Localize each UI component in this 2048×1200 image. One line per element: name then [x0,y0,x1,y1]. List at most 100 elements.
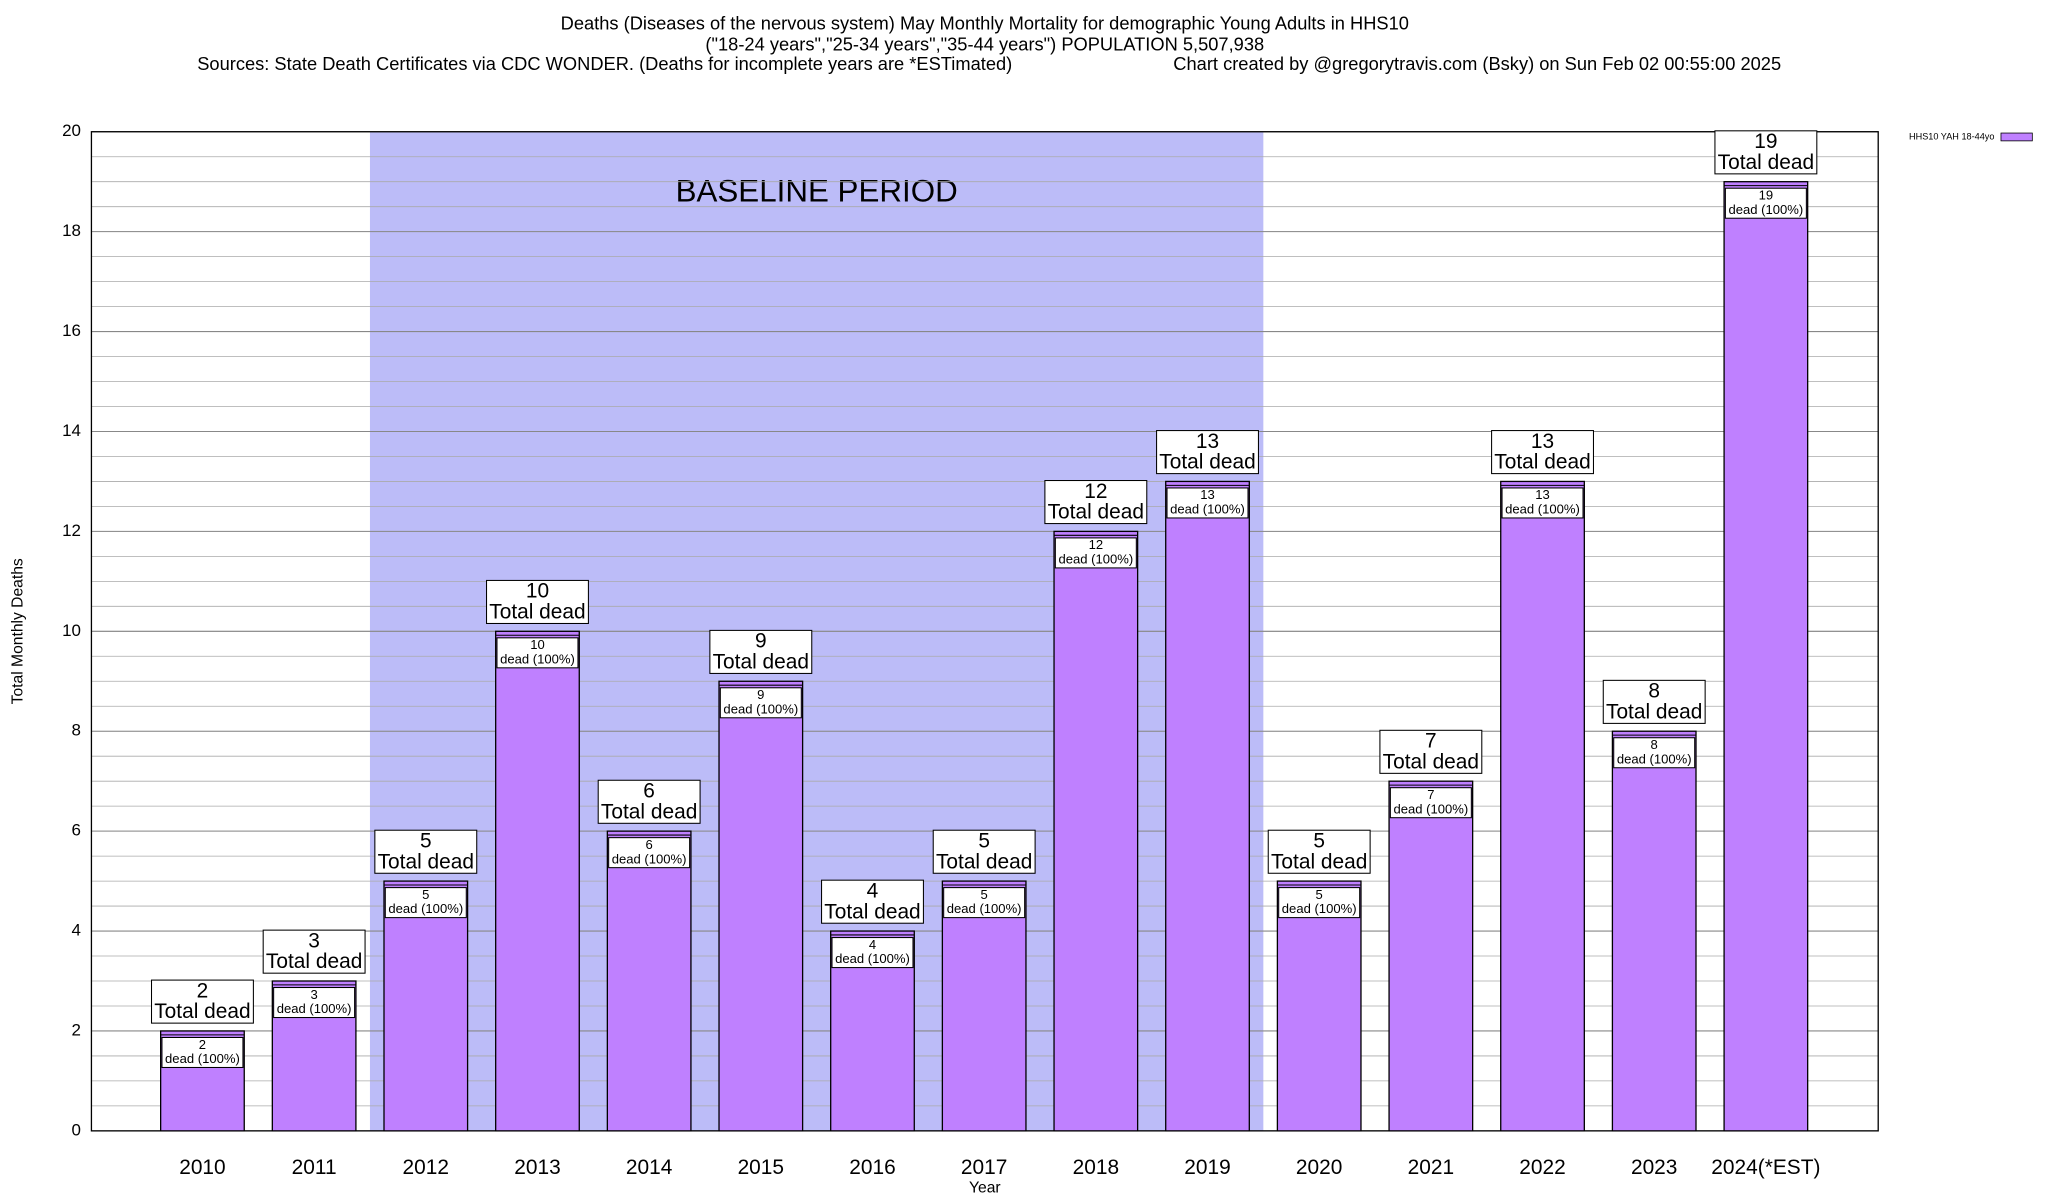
total-value-label: 7 [1425,730,1437,753]
y-tick-label: 12 [62,521,81,540]
inner-value-label: 6 [646,837,653,852]
total-label-box [1602,679,1706,724]
y-tick-label: 20 [62,121,81,140]
total-value-label: 19 [1754,130,1777,153]
x-tick-label: 2020 [1296,1156,1342,1179]
inner-dead-label: dead (100%) [277,1001,352,1016]
total-value-label: 9 [755,630,767,653]
total-dead-label: Total dead [154,1000,250,1023]
inner-value-label: 3 [310,987,317,1002]
total-dead-label: Total dead [601,800,697,823]
bar [1276,880,1362,1132]
inner-label-box [719,687,802,719]
inner-value-label: 2 [199,1037,206,1052]
inner-value-label: 4 [869,937,876,952]
inner-dead-label: dead (100%) [1393,801,1468,816]
y-tick-label: 10 [62,621,81,640]
total-label-box [150,979,254,1024]
inner-label-box [1724,187,1807,219]
total-label-box [1379,729,1483,774]
legend-label: HHS10 YAH 18-44yo [1909,131,1994,141]
inner-value-label: 5 [981,887,988,902]
x-tick-label: 2010 [179,1156,225,1179]
inner-value-label: 10 [530,637,545,652]
x-tick-label: 2018 [1073,1156,1119,1179]
total-value-label: 5 [1313,829,1325,852]
inner-label-box [943,887,1026,919]
total-dead-label: Total dead [1494,451,1590,474]
total-label-box [1156,430,1259,475]
total-dead-label: Total dead [489,601,585,624]
inner-label-box [273,986,356,1019]
inner-label-box [1501,487,1584,519]
inner-dead-label: dead (100%) [500,651,575,666]
total-label-box [374,829,478,874]
inner-value-label: 5 [1316,887,1323,902]
bar [941,880,1027,1132]
y-tick-label: 6 [72,821,81,840]
total-value-label: 8 [1648,680,1660,703]
bar [495,630,580,1132]
total-label-box [1714,130,1818,175]
total-dead-label: Total dead [1383,750,1479,773]
inner-value-label: 7 [1427,787,1434,802]
x-tick-label: 2016 [849,1156,895,1179]
total-value-label: 6 [643,780,655,803]
bar [1165,480,1250,1132]
bar [383,880,469,1132]
x-tick-label: 2013 [514,1156,560,1179]
total-dead-label: Total dead [266,950,362,973]
inner-dead-label: dead (100%) [1170,502,1245,517]
inner-value-label: 13 [1535,487,1550,502]
y-tick-label: 2 [72,1020,81,1039]
sources: Sources: State Death Certificates via CD… [197,53,1012,74]
inner-dead-label: dead (100%) [835,951,910,966]
inner-dead-label: dead (100%) [612,851,687,866]
inner-label-box [161,1036,244,1069]
bar [1500,480,1585,1132]
inner-dead-label: dead (100%) [388,901,463,916]
inner-value-label: 12 [1089,537,1104,552]
total-value-label: 13 [1531,430,1554,453]
x-tick-label: 2017 [961,1156,1007,1179]
total-label-box [1491,430,1594,475]
total-value-label: 12 [1084,480,1107,503]
x-tick-label: 2019 [1184,1156,1230,1179]
inner-dead-label: dead (100%) [1728,202,1803,217]
credit: Chart created by @gregorytravis.com (Bsk… [1173,53,1781,74]
x-tick-label: 2023 [1631,1156,1677,1179]
y-tick-label: 16 [62,321,81,340]
total-value-label: 5 [420,829,432,852]
total-dead-label: Total dead [1048,501,1144,524]
x-tick-label: 2021 [1408,1156,1454,1179]
total-value-label: 2 [197,979,209,1002]
chart-title: Deaths (Diseases of the nervous system) … [561,13,1409,34]
total-value-label: 10 [526,580,549,603]
baseline-label: BASELINE PERIOD [676,173,958,208]
total-value-label: 4 [867,879,879,902]
total-dead-label: Total dead [1271,850,1367,873]
inner-label-box [1389,787,1472,819]
inner-label-box [608,837,691,869]
inner-dead-label: dead (100%) [947,901,1022,916]
y-tick-label: 4 [72,921,81,940]
total-label-box [486,579,589,624]
inner-label-box [1166,487,1249,519]
total-label-box [1267,829,1371,874]
legend-swatch [2000,132,2033,142]
bar [1053,530,1139,1132]
inner-value-label: 5 [422,887,429,902]
inner-value-label: 19 [1759,188,1774,203]
inner-dead-label: dead (100%) [1505,502,1580,517]
y-tick-label: 8 [72,721,81,740]
total-label-box [597,779,701,824]
inner-dead-label: dead (100%) [723,701,798,716]
y-tick-label: 14 [62,421,81,440]
inner-dead-label: dead (100%) [1617,751,1692,766]
inner-dead-label: dead (100%) [165,1051,240,1066]
chart-subtitle: ("18-24 years","25-34 years","35-44 year… [705,33,1264,54]
total-value-label: 13 [1196,430,1219,453]
y-tick-label: 18 [62,221,81,240]
x-tick-label: 2014 [626,1156,672,1179]
